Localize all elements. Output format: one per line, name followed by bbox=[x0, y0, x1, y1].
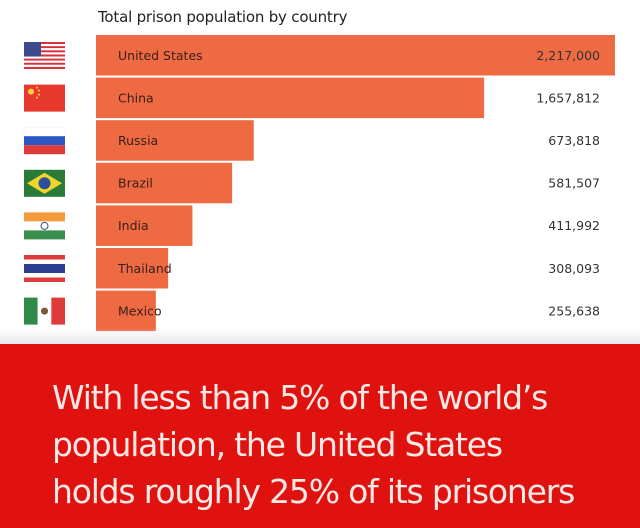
category-label: Thailand bbox=[117, 261, 172, 276]
bar bbox=[96, 35, 615, 76]
headline-line-2: population, the United States bbox=[52, 425, 503, 464]
bar bbox=[96, 120, 254, 161]
bar bbox=[96, 77, 485, 119]
value-label: 255,638 bbox=[548, 303, 600, 318]
headline-text: With less than 5% of the world’s populat… bbox=[52, 374, 632, 515]
value-label: 411,992 bbox=[548, 218, 600, 233]
category-label: Mexico bbox=[118, 303, 162, 318]
chart-title: Total prison population by country bbox=[98, 8, 348, 26]
china-flag-icon bbox=[24, 84, 65, 112]
headline-line-1: With less than 5% of the world’s bbox=[52, 378, 548, 417]
bar bbox=[96, 290, 156, 332]
value-label: 2,217,000 bbox=[536, 48, 600, 63]
category-label: Brazil bbox=[118, 176, 153, 191]
russia-flag-icon bbox=[23, 126, 66, 155]
headline-line-3: holds roughly 25% of its prisoners bbox=[52, 472, 575, 511]
prison-population-bar-chart: United States 2,217,000 China 1,657,812 Russ… bbox=[23, 35, 615, 332]
chart-bottom-fade bbox=[0, 328, 640, 344]
india-flag-icon bbox=[24, 212, 65, 240]
category-label: Russia bbox=[118, 133, 158, 148]
category-label: China bbox=[118, 90, 154, 105]
brazil-flag-icon bbox=[24, 169, 65, 197]
value-label: 308,093 bbox=[548, 261, 600, 276]
thailand-flag-icon bbox=[24, 255, 65, 282]
mexico-flag-icon bbox=[24, 297, 65, 325]
value-label: 1,657,812 bbox=[536, 90, 600, 105]
bar bbox=[96, 248, 169, 289]
value-label: 673,818 bbox=[548, 133, 600, 148]
bar bbox=[96, 205, 193, 246]
headline-banner: With less than 5% of the world’s populat… bbox=[0, 344, 640, 528]
category-label: United States bbox=[118, 48, 203, 63]
value-label: 581,507 bbox=[548, 176, 600, 191]
us-flag-icon bbox=[24, 42, 65, 69]
category-label: India bbox=[118, 218, 149, 233]
bar bbox=[96, 162, 233, 204]
